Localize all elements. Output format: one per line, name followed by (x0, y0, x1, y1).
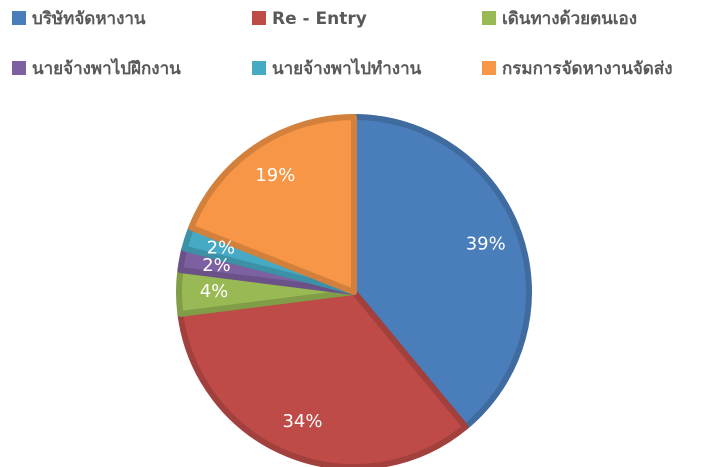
legend-swatch (12, 61, 26, 75)
legend-label: นายจ้างพาไปฝึกงาน (32, 58, 181, 79)
legend-swatch (12, 11, 26, 25)
legend-swatch (482, 11, 496, 25)
pie-slice (351, 114, 532, 430)
legend-label: นายจ้างพาไปทำงาน (272, 58, 422, 79)
legend-swatch (252, 11, 266, 25)
pie-slice (188, 114, 357, 295)
legend-label: กรมการจัดหางานจัดส่ง (502, 59, 673, 79)
data-label: 39% (466, 234, 506, 255)
legend-label: บริษัทจัดหางาน (32, 9, 146, 29)
legend-swatch (252, 61, 266, 75)
data-label: 2% (207, 238, 236, 259)
legend-label: Re - Entry (272, 9, 367, 29)
data-label: 4% (200, 281, 229, 302)
legend-swatch (482, 61, 496, 75)
data-label: 19% (255, 165, 295, 186)
data-label: 2% (202, 255, 231, 276)
data-label: 34% (282, 411, 322, 432)
legend-label: เดินทางด้วยตนเอง (502, 9, 637, 29)
pie-slice (177, 289, 469, 467)
